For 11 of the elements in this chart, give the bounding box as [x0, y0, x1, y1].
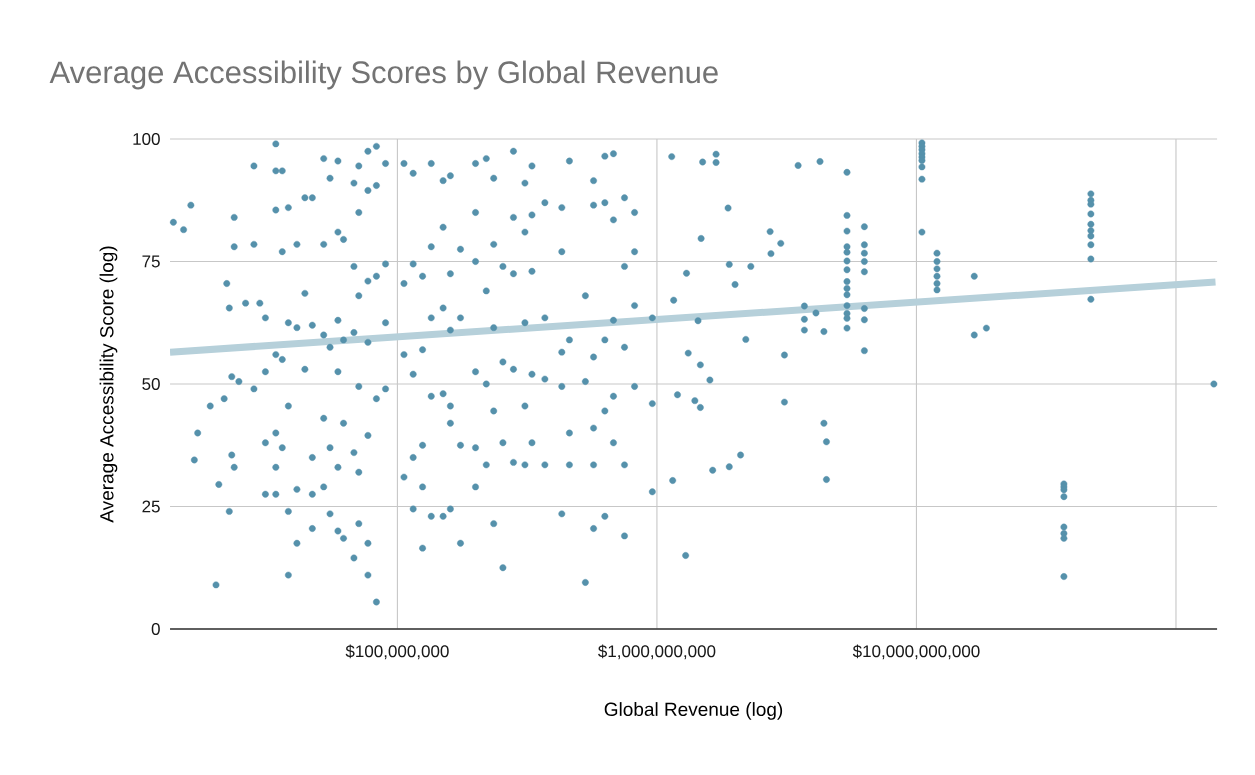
y-tick-label: 25 — [142, 500, 160, 513]
x-tick-label: $10,000,000,000 — [852, 644, 980, 660]
y-axis-title: Average Accessibility Score (log) — [99, 246, 118, 523]
y-tick-label: 75 — [142, 255, 160, 268]
y-tick-label: 0 — [151, 622, 160, 636]
y-tick-label: 50 — [142, 377, 160, 391]
y-tick-label: 100 — [133, 132, 160, 146]
chart-title: Average Accessibility Scores by Global Revenue — [49, 60, 718, 90]
x-axis-title: Global Revenue (log) — [604, 702, 783, 720]
x-tick-label: $100,000,000 — [345, 644, 449, 660]
x-tick-label: $1,000,000,000 — [598, 644, 716, 660]
